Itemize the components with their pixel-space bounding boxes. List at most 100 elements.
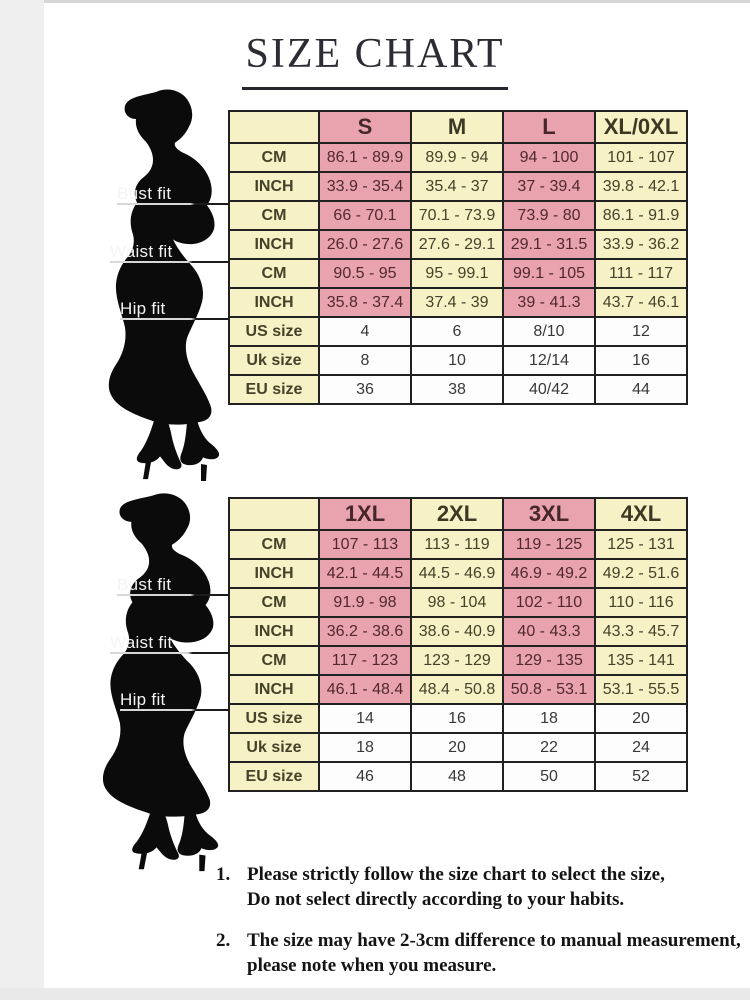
note-2-number: 2.: [216, 929, 231, 951]
value-cell: 29.1 - 31.5: [502, 229, 596, 260]
row-label: CM: [228, 587, 320, 618]
table-row: CM 117 - 123 123 - 129 129 - 135 135 - 141: [228, 645, 688, 676]
value-cell: 95 - 99.1: [410, 258, 504, 289]
value-cell: 113 - 119: [410, 529, 504, 560]
row-label: US size: [228, 316, 320, 347]
row-label: Uk size: [228, 345, 320, 376]
value-cell: 24: [594, 732, 688, 763]
corner-cell: [228, 110, 320, 144]
value-cell: 38: [410, 374, 504, 405]
value-cell: 48: [410, 761, 504, 792]
table-row: INCH 42.1 - 44.5 44.5 - 46.9 46.9 - 49.2 49.…: [228, 558, 688, 589]
value-cell: 129 - 135: [502, 645, 596, 676]
value-cell: 46.9 - 49.2: [502, 558, 596, 589]
note-1-text: Please strictly follow the size chart to…: [247, 862, 665, 913]
bust-fit-label: Bust fit: [117, 184, 172, 203]
value-cell: 38.6 - 40.9: [410, 616, 504, 647]
photo-edge-top: [44, 0, 750, 3]
waist-fit-label: Waist fit: [110, 242, 173, 261]
note-1: 1. Please strictly follow the size chart…: [216, 862, 748, 913]
table-row: Uk size 18 20 22 24: [228, 732, 688, 763]
table-row: US size 4 6 8/10 12: [228, 316, 688, 347]
value-cell: 73.9 - 80: [502, 200, 596, 231]
value-cell: 12/14: [502, 345, 596, 376]
value-cell: 107 - 113: [318, 529, 412, 560]
value-cell: 86.1 - 91.9: [594, 200, 688, 231]
value-cell: 91.9 - 98: [318, 587, 412, 618]
value-cell: 18: [318, 732, 412, 763]
value-cell: 8/10: [502, 316, 596, 347]
value-cell: 27.6 - 29.1: [410, 229, 504, 260]
waist-fit-line-2: [110, 652, 228, 654]
value-cell: 94 - 100: [502, 142, 596, 173]
table-row: CM 66 - 70.1 70.1 - 73.9 73.9 - 80 86.1 - 91…: [228, 200, 688, 231]
value-cell: 40 - 43.3: [502, 616, 596, 647]
column-header: XL/0XL: [594, 110, 688, 144]
value-cell: 110 - 116: [594, 587, 688, 618]
hip-fit-label: Hip fit: [120, 299, 166, 318]
bust-fit-label-2: Bust fit: [117, 575, 172, 594]
waist-fit-line: [110, 261, 228, 263]
title-block: SIZE CHART: [0, 30, 750, 90]
row-label: CM: [228, 200, 320, 231]
value-cell: 22: [502, 732, 596, 763]
photo-edge-bottom: [0, 988, 750, 1000]
value-cell: 44.5 - 46.9: [410, 558, 504, 589]
value-cell: 35.4 - 37: [410, 171, 504, 202]
table-row: Uk size 8 10 12/14 16: [228, 345, 688, 376]
value-cell: 46: [318, 761, 412, 792]
table-row: CM 107 - 113 113 - 119 119 - 125 125 - 131: [228, 529, 688, 560]
value-cell: 123 - 129: [410, 645, 504, 676]
page-title: SIZE CHART: [241, 30, 509, 90]
row-label: INCH: [228, 229, 320, 260]
value-cell: 39 - 41.3: [502, 287, 596, 318]
table-row: US size 14 16 18 20: [228, 703, 688, 734]
bust-fit-line-2: [117, 594, 228, 596]
note-1-line-2: Do not select directly according to your…: [247, 889, 625, 911]
value-cell: 42.1 - 44.5: [318, 558, 412, 589]
value-cell: 10: [410, 345, 504, 376]
value-cell: 35.8 - 37.4: [318, 287, 412, 318]
photo-edge-left: [0, 0, 44, 1000]
value-cell: 37 - 39.4: [502, 171, 596, 202]
note-2-line-1: The size may have 2-3cm difference to ma…: [247, 929, 741, 951]
table-row: CM 90.5 - 95 95 - 99.1 99.1 - 105 111 - 117: [228, 258, 688, 289]
value-cell: 117 - 123: [318, 645, 412, 676]
note-2-line-2: please note when you measure.: [247, 955, 497, 977]
column-header: 4XL: [594, 497, 688, 531]
size-table-1xl-to-4xl: 1XL 2XL 3XL 4XL CM 107 - 113 113 - 119 119 - 12…: [228, 497, 688, 792]
value-cell: 46.1 - 48.4: [318, 674, 412, 705]
column-header: M: [410, 110, 504, 144]
value-cell: 18: [502, 703, 596, 734]
column-header: L: [502, 110, 596, 144]
row-label: US size: [228, 703, 320, 734]
corner-cell: [228, 497, 320, 531]
value-cell: 135 - 141: [594, 645, 688, 676]
row-label: EU size: [228, 374, 320, 405]
value-cell: 86.1 - 89.9: [318, 142, 412, 173]
value-cell: 101 - 107: [594, 142, 688, 173]
note-1-line-1: Please strictly follow the size chart to…: [247, 864, 665, 885]
value-cell: 125 - 131: [594, 529, 688, 560]
bust-fit-line: [117, 203, 228, 205]
value-cell: 14: [318, 703, 412, 734]
row-label: INCH: [228, 287, 320, 318]
row-label: INCH: [228, 171, 320, 202]
value-cell: 33.9 - 36.2: [594, 229, 688, 260]
row-label: INCH: [228, 558, 320, 589]
value-cell: 16: [594, 345, 688, 376]
value-cell: 50: [502, 761, 596, 792]
value-cell: 33.9 - 35.4: [318, 171, 412, 202]
value-cell: 44: [594, 374, 688, 405]
value-cell: 90.5 - 95: [318, 258, 412, 289]
column-header: S: [318, 110, 412, 144]
table-row: EU size 46 48 50 52: [228, 761, 688, 792]
hip-fit-line-2: [120, 709, 228, 711]
woman-silhouette-top: [108, 89, 220, 482]
row-label: EU size: [228, 761, 320, 792]
value-cell: 4: [318, 316, 412, 347]
value-cell: 89.9 - 94: [410, 142, 504, 173]
row-label: INCH: [228, 616, 320, 647]
value-cell: 36.2 - 38.6: [318, 616, 412, 647]
